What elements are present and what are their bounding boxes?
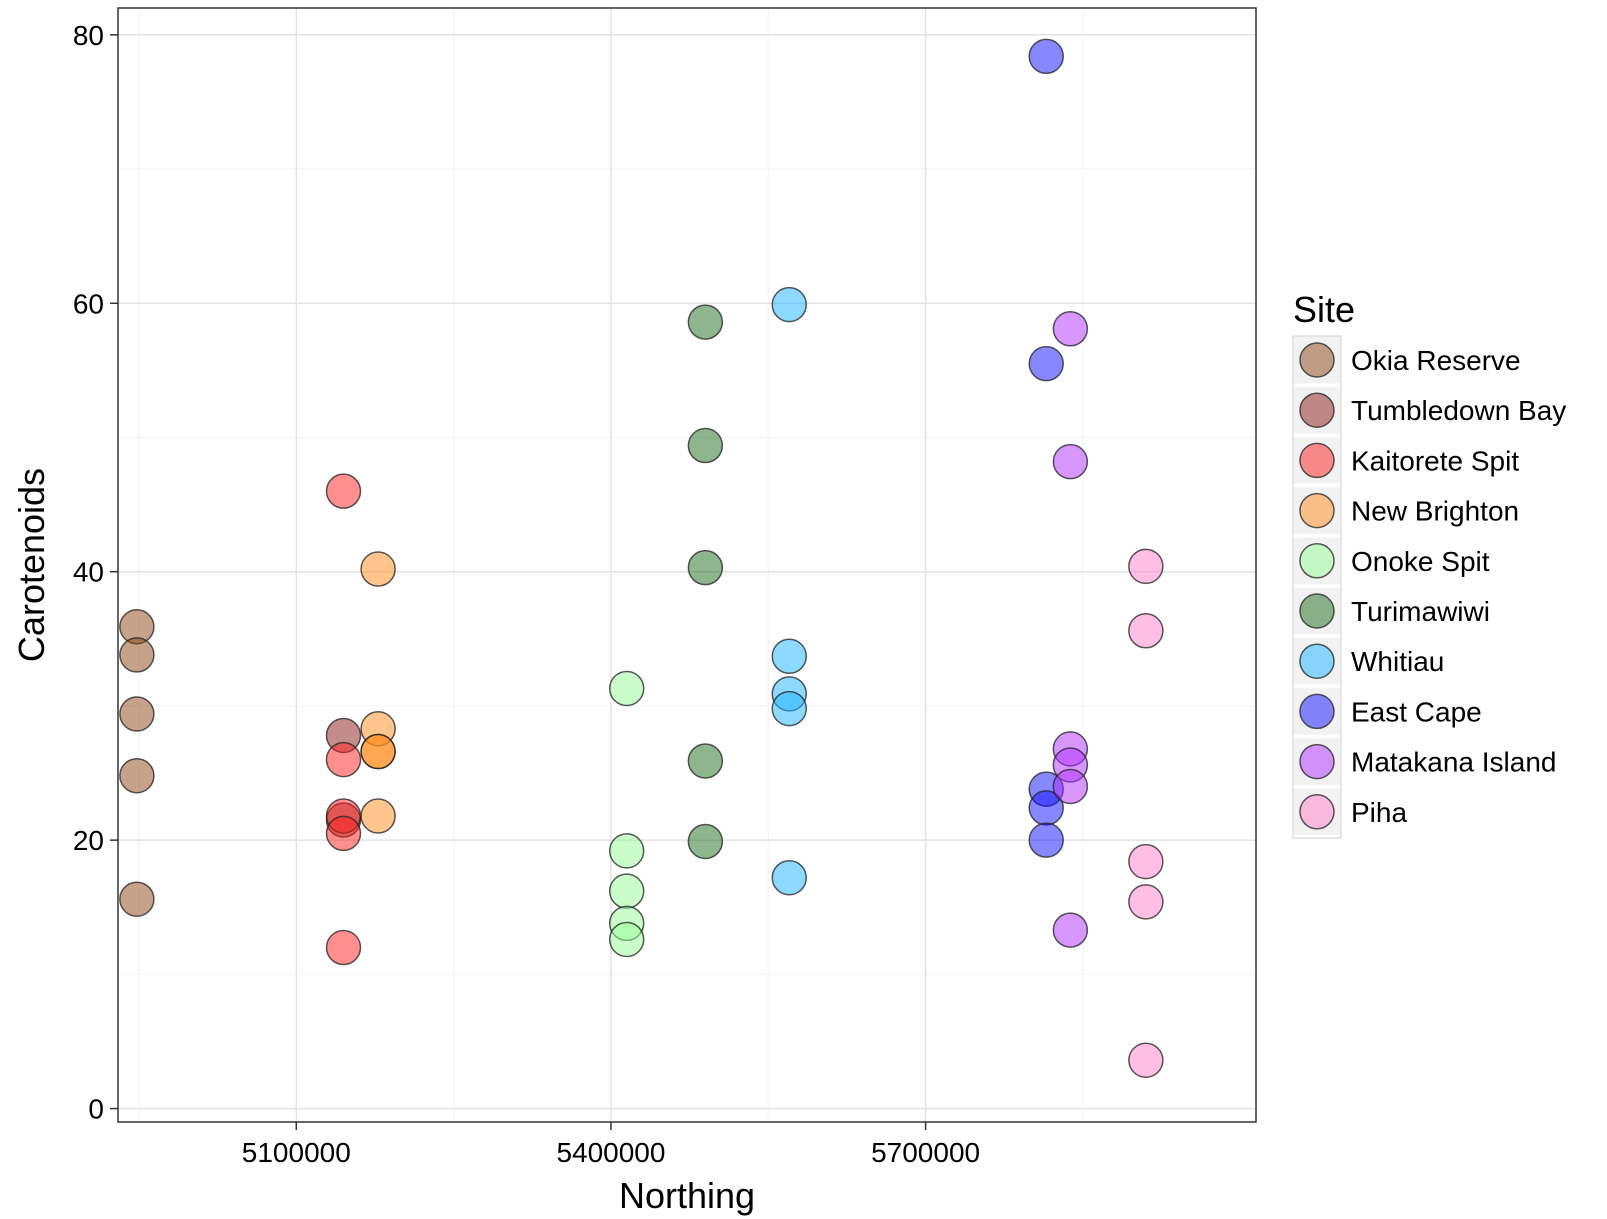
data-point (608, 670, 645, 707)
data-point (687, 549, 724, 586)
data-point (119, 881, 155, 917)
legend-item: Onoke Spit (1292, 536, 1490, 586)
legend-swatch (1299, 794, 1335, 830)
legend-swatch (1299, 342, 1335, 378)
data-point (1128, 613, 1164, 649)
legend-item: East Cape (1292, 686, 1482, 737)
data-point (1128, 1042, 1164, 1079)
data-point (325, 815, 362, 852)
legend-label: East Cape (1351, 696, 1482, 727)
y-tick-label: 0 (88, 1094, 104, 1125)
data-points (119, 38, 1164, 1079)
data-point (325, 473, 362, 509)
data-point (119, 637, 155, 673)
x-tick-label: 5100000 (242, 1137, 351, 1168)
legend-title: Site (1293, 289, 1355, 330)
legend-swatch (1299, 693, 1335, 730)
x-tick-label: 5400000 (556, 1137, 665, 1168)
legend-item: Turimawiwi (1292, 586, 1490, 636)
legend-item: New Brighton (1292, 485, 1519, 536)
data-point (325, 929, 362, 966)
x-axis-title: Northing (619, 1175, 755, 1216)
legend-label: Whitiau (1351, 646, 1444, 677)
data-point (1052, 443, 1089, 480)
data-point (687, 743, 724, 779)
legend-label: Turimawiwi (1351, 596, 1490, 627)
legend: Site Okia Reserve Tumbledown Bay Kaitorete… (1292, 289, 1566, 839)
data-point (771, 286, 808, 323)
data-point (360, 551, 396, 587)
data-point (1052, 768, 1089, 805)
panel-border (117, 7, 1257, 1123)
y-axis: 0 20 40 60 80 (73, 20, 118, 1125)
legend-item: Matakana Island (1292, 736, 1556, 787)
data-point (119, 757, 155, 794)
legend-item: Whitiau (1292, 636, 1444, 686)
data-point (687, 427, 724, 464)
x-tick-label: 5700000 (871, 1137, 980, 1168)
legend-item: Tumbledown Bay (1292, 385, 1566, 435)
y-tick-label: 80 (73, 20, 104, 51)
data-point (1128, 548, 1164, 585)
panel-background (118, 8, 1256, 1122)
data-point (608, 921, 645, 958)
data-point (687, 823, 724, 860)
data-point (608, 873, 645, 909)
data-point (1128, 843, 1164, 880)
legend-label: Kaitorete Spit (1351, 445, 1519, 476)
data-point (360, 733, 396, 770)
y-tick-label: 20 (73, 825, 104, 856)
data-point (771, 859, 808, 896)
data-point (771, 638, 808, 675)
legend-label: Okia Reserve (1351, 345, 1521, 376)
data-point (360, 798, 396, 834)
legend-label: Matakana Island (1351, 747, 1556, 778)
legend-swatch (1299, 392, 1335, 428)
data-point (608, 833, 645, 869)
legend-label: Tumbledown Bay (1351, 395, 1566, 426)
legend-label: Piha (1351, 797, 1407, 828)
data-point (119, 696, 155, 732)
data-point (1128, 884, 1164, 920)
legend-swatch (1299, 442, 1335, 479)
legend-swatch (1299, 643, 1335, 679)
data-point (1028, 38, 1064, 75)
legend-item: Kaitorete Spit (1292, 435, 1519, 486)
legend-label: Onoke Spit (1351, 546, 1490, 577)
data-point (1052, 912, 1089, 948)
x-axis: 5100000 5400000 5700000 (242, 1122, 980, 1168)
legend-swatch (1299, 593, 1335, 629)
legend-swatch (1299, 543, 1335, 579)
legend-item: Okia Reserve (1292, 335, 1521, 385)
data-point (1028, 822, 1064, 858)
y-tick-label: 60 (73, 288, 104, 319)
minor-gridlines (118, 8, 1256, 1122)
y-tick-label: 40 (73, 557, 104, 588)
data-point (1028, 345, 1064, 382)
legend-item: Piha (1292, 787, 1407, 837)
data-point (687, 304, 724, 340)
legend-swatch (1299, 743, 1335, 780)
legend-key-frame (1292, 335, 1342, 839)
y-axis-title: Carotenoids (11, 468, 52, 662)
data-point (325, 741, 362, 778)
data-point (1052, 311, 1089, 347)
legend-swatch (1299, 492, 1335, 529)
legend-label: New Brighton (1351, 496, 1519, 527)
data-point (771, 690, 808, 727)
